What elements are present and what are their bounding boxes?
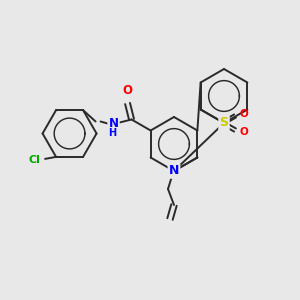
Text: H: H (109, 128, 117, 137)
Text: N: N (169, 164, 179, 178)
Text: N: N (109, 117, 118, 130)
Text: S: S (220, 116, 229, 130)
Text: O: O (240, 109, 249, 119)
Text: Cl: Cl (28, 155, 40, 165)
Text: O: O (240, 127, 249, 137)
Text: O: O (123, 83, 133, 97)
